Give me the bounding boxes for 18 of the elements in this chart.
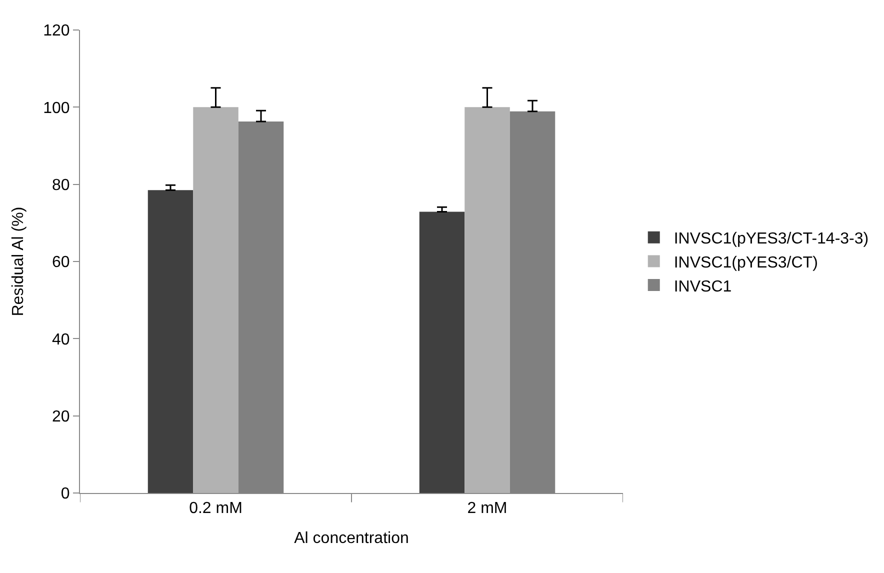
bar — [193, 107, 238, 493]
y-axis-title: Residual Al (%) — [10, 206, 27, 316]
y-tick-label: 60 — [52, 254, 70, 272]
y-tick-label: 80 — [52, 176, 70, 194]
bar — [419, 212, 465, 493]
legend-label: INVSC1(pYES3/CT-14-3-3) — [674, 230, 869, 248]
y-tick-label: 0 — [60, 486, 70, 503]
y-tick-label: 100 — [43, 100, 70, 117]
legend-label: INVSC1(pYES3/CT) — [674, 254, 818, 272]
bar — [464, 107, 510, 493]
y-tick-label: 120 — [43, 22, 70, 40]
x-tick-label: 2 mM — [467, 500, 508, 518]
x-tick-label: 0.2 mM — [189, 500, 242, 518]
x-axis-title: Al concentration — [294, 530, 409, 547]
y-tick-label: 20 — [52, 408, 70, 426]
legend-label: INVSC1 — [674, 278, 732, 296]
y-tick-label: 40 — [52, 331, 70, 348]
bar — [148, 190, 194, 493]
